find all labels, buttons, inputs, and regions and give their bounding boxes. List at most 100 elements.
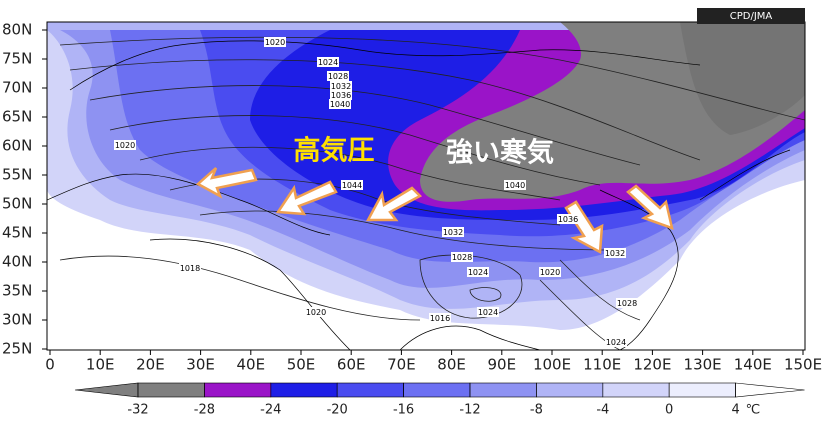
isobar-label-bg — [477, 307, 499, 317]
colorbar-label: 4 — [731, 403, 739, 418]
isobar-label: 1024 — [468, 268, 488, 277]
colorbar-label: -24 — [260, 403, 281, 418]
isobar-label-bg — [442, 227, 464, 237]
isobar-label-bg — [605, 337, 627, 347]
isobar-label-bg — [330, 81, 352, 91]
isobar-label-bg — [329, 99, 351, 109]
lon-label: 140E — [734, 356, 772, 374]
isobar-label: 1016 — [430, 314, 450, 323]
isobar-label: 1044 — [342, 181, 362, 190]
colorbar-label: -28 — [194, 403, 215, 418]
isobar-label-bg — [114, 140, 136, 150]
annotation: 強い寒気 — [446, 137, 554, 169]
lon-label: 80E — [437, 356, 466, 374]
arrows — [195, 167, 674, 255]
isobar-label-bg — [305, 307, 327, 317]
lon-label: 20E — [136, 356, 165, 374]
isobar-label-bg — [451, 252, 473, 262]
lon-label: 50E — [287, 356, 316, 374]
isobar-label: 1020 — [540, 268, 560, 277]
isobar-label: 1020 — [115, 141, 135, 150]
lat-label: 40N — [2, 253, 32, 271]
colorbar-box — [336, 382, 404, 398]
isobar-label: 1040 — [505, 181, 525, 190]
lon-label: 0 — [45, 356, 55, 374]
annotation: 高気圧 — [294, 135, 375, 167]
lat-label: 45N — [2, 224, 32, 242]
isobar-label-bg — [616, 298, 638, 308]
colorbar-box — [536, 382, 604, 398]
lon-label: 40E — [237, 356, 266, 374]
isobar-label-bg — [264, 37, 286, 47]
isobar-label: 1040 — [330, 100, 350, 109]
isobar-label: 1032 — [605, 249, 625, 258]
isobar-label-bg — [557, 214, 579, 224]
isobar-label-bg — [341, 180, 363, 190]
isobar-label-bg — [179, 263, 201, 273]
isobar-label: 1036 — [558, 215, 578, 224]
isobar-label: 1024 — [606, 338, 626, 347]
isobar-label-bg — [317, 57, 339, 67]
lon-label: 100E — [533, 356, 571, 374]
lat-label: 55N — [2, 166, 32, 184]
isobar-label: 1028 — [328, 72, 348, 81]
lon-label: 120E — [633, 356, 671, 374]
credit: CPD/JMA — [730, 11, 773, 22]
colorbar-box — [668, 382, 736, 398]
colorbar-label: -4 — [596, 403, 609, 418]
colorbar-box — [469, 382, 537, 398]
isobar-label: 1018 — [180, 264, 200, 273]
lat-label: 75N — [2, 50, 32, 68]
colorbar-label: -12 — [459, 403, 480, 418]
map-frame — [46, 21, 806, 351]
isobar-label: 1020 — [265, 38, 285, 47]
isobar-label-bg — [504, 180, 526, 190]
lat-label: 65N — [2, 108, 32, 126]
isobar-label: 1028 — [452, 253, 472, 262]
isobar-label-bg — [330, 90, 352, 100]
lon-label: 30E — [186, 356, 215, 374]
colorbar-unit: ℃ — [746, 403, 761, 418]
lon-label: 130E — [684, 356, 722, 374]
credit-box — [697, 8, 805, 24]
colorbar-label: -16 — [393, 403, 414, 418]
lon-label: 70E — [387, 356, 416, 374]
colorbar-box — [204, 382, 272, 398]
isobar-label: 1032 — [331, 82, 351, 91]
colorbar-label: -32 — [127, 403, 148, 418]
lat-label: 25N — [2, 340, 32, 358]
lon-label: 90E — [488, 356, 517, 374]
lat-label: 30N — [2, 311, 32, 329]
colorbar-label: 0 — [665, 403, 673, 418]
isobar-label: 1020 — [306, 308, 326, 317]
isobar-label: 1024 — [318, 58, 338, 67]
isobar-label: 1024 — [478, 308, 498, 317]
colorbar-box — [137, 382, 205, 398]
lat-label: 80N — [2, 21, 32, 39]
isobar-label-bg — [539, 267, 561, 277]
isobar-label: 1028 — [617, 299, 637, 308]
isobar-label-bg — [327, 71, 349, 81]
colorbar-box — [270, 382, 338, 398]
isobar-label: 1036 — [331, 91, 351, 100]
coastlines — [47, 40, 791, 350]
isobar-label-bg — [604, 248, 626, 258]
colorbar-label: -20 — [327, 403, 348, 418]
lon-label: 150E — [784, 356, 822, 374]
lat-label: 70N — [2, 79, 32, 97]
lon-label: 60E — [337, 356, 366, 374]
colorbar-extend-low — [74, 382, 139, 398]
lat-label: 50N — [2, 195, 32, 213]
isobar-label-bg — [429, 313, 451, 323]
colorbar-box — [403, 382, 471, 398]
colorbar: -32 -28 -24 -20 -16 -12 -8 -4 0 4 ℃ — [74, 382, 805, 418]
colorbar-extend-high — [735, 382, 805, 398]
colorbar-label: -8 — [530, 403, 543, 418]
colorbar-box — [602, 382, 670, 398]
lon-label: 10E — [86, 356, 115, 374]
lon-label: 110E — [583, 356, 621, 374]
map-field — [47, 22, 805, 350]
isobar-label: 1032 — [443, 228, 463, 237]
isobar-label-bg — [467, 267, 489, 277]
lat-label: 60N — [2, 137, 32, 155]
